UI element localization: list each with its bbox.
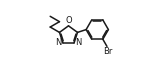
Text: O: O [65,16,72,25]
Text: Br: Br [103,47,112,56]
Text: N: N [56,39,62,47]
Text: N: N [75,39,81,47]
